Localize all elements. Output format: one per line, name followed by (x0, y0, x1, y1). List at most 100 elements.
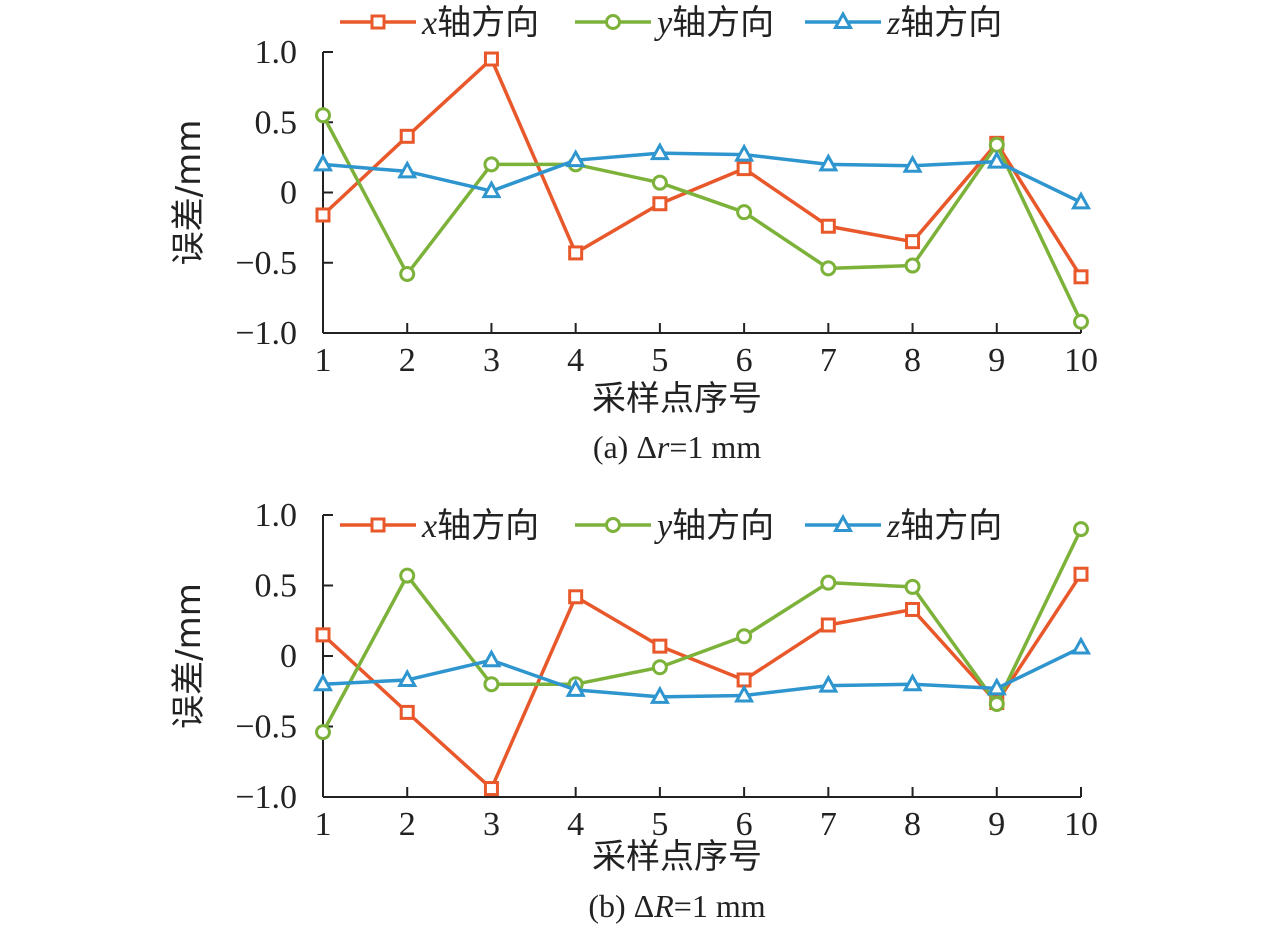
series-y (315, 107, 1089, 330)
legend-marker (832, 513, 854, 532)
data-point-x (568, 589, 584, 605)
legend-label: z轴方向 (886, 506, 1002, 546)
legend-entry-x: x轴方向 (340, 506, 539, 546)
data-point-z (902, 673, 923, 692)
x-tick-label: 2 (399, 342, 416, 379)
data-point-x (820, 617, 836, 633)
x-tick-label: 10 (1064, 342, 1098, 379)
caption-var: R (653, 888, 674, 924)
y-tick-label: −1.0 (235, 779, 297, 816)
y-tick-label: 1.0 (255, 34, 298, 71)
legend-marker (370, 14, 386, 30)
data-point-y (399, 265, 416, 282)
data-point-z (818, 674, 839, 693)
data-point-y (988, 695, 1005, 712)
chart-panel-b: 1.0 0.5 0 −0.5 −1.0 1 2 3 4 5 6 7 8 9 10 采样点序号 误差/mm (b) … (169, 497, 1098, 924)
data-point-y (651, 659, 668, 676)
x-tick-label: 4 (567, 342, 584, 379)
x-tick-label: 10 (1064, 806, 1098, 843)
legend-marker (832, 10, 854, 29)
caption-prefix: (a) Δ (593, 429, 657, 465)
data-point-x (1073, 269, 1089, 285)
x-tick-label: 6 (736, 806, 753, 843)
legend-entry-y: y轴方向 (575, 3, 774, 43)
data-point-x (905, 601, 921, 617)
data-point-y (736, 204, 753, 221)
series-line-z (322, 151, 1082, 204)
data-point-z (565, 149, 586, 168)
data-point-y (399, 567, 416, 584)
data-point-z (1070, 191, 1092, 210)
y-tick-label: −0.5 (235, 709, 297, 746)
legend-entry-y: y轴方向 (575, 506, 774, 546)
y-tick-label: 0.5 (255, 104, 298, 141)
x-axis-title: 采样点序号 (592, 379, 762, 419)
data-point-z (397, 160, 418, 179)
data-point-z (397, 668, 418, 687)
legend-entry-z: z轴方向 (805, 506, 1002, 546)
series-z (312, 142, 1092, 210)
legend-entry-x: x轴方向 (340, 3, 539, 43)
y-tick-label: −1.0 (235, 315, 297, 352)
x-tick-label: 2 (399, 806, 416, 843)
x-tick-label: 9 (988, 806, 1005, 843)
y-tick-label: 0.5 (255, 568, 298, 605)
y-tick-label: 0 (280, 175, 297, 212)
data-point-z (481, 180, 502, 199)
legend-label: x轴方向 (421, 3, 539, 43)
data-point-z (818, 153, 839, 172)
legend-marker (605, 517, 621, 533)
chart-panel-a: 1.0 0.5 0 −0.5 −1.0 1 2 3 4 5 6 7 8 9 10 采样点序号 误差/mm (a) … (169, 3, 1098, 465)
x-tick-label: 1 (315, 806, 332, 843)
data-point-z (902, 154, 923, 173)
data-point-y (315, 107, 331, 124)
caption-suffix: =1 mm (674, 888, 766, 924)
data-point-y (483, 156, 500, 173)
x-tick-label: 3 (483, 806, 500, 843)
data-point-z (986, 677, 1007, 696)
series-line-z (322, 645, 1082, 699)
x-tick-label: 7 (820, 342, 837, 379)
x-tick-label: 1 (315, 342, 332, 379)
chart-caption: (b) ΔR=1 mm (588, 888, 765, 924)
y-axis-title: 误差/mm (169, 120, 209, 266)
x-tick-label: 6 (736, 342, 753, 379)
y-tick-label: 1.0 (255, 497, 298, 534)
y-tick-label: 0 (280, 638, 297, 675)
data-point-x (315, 627, 331, 643)
data-point-x (1073, 566, 1089, 582)
data-point-y (988, 136, 1005, 153)
data-point-x (736, 161, 752, 177)
data-point-y (651, 174, 668, 191)
legend-marker (605, 14, 621, 30)
y-axis-title: 误差/mm (169, 583, 209, 729)
data-point-y (315, 724, 331, 741)
legend: x轴方向 y轴方向 z轴方向 (340, 506, 1002, 546)
data-point-y (904, 578, 921, 595)
data-point-z (734, 143, 755, 162)
data-point-z (481, 649, 502, 668)
data-point-x (736, 672, 752, 688)
series-line-y (321, 114, 1083, 323)
caption-var: r (657, 429, 670, 465)
legend-label: y轴方向 (654, 506, 774, 546)
data-point-x (399, 128, 415, 144)
caption-prefix: (b) Δ (588, 888, 654, 924)
data-point-y (1073, 313, 1089, 330)
data-point-x (399, 704, 415, 720)
x-tick-label: 8 (904, 806, 921, 843)
data-point-y (904, 257, 921, 274)
legend-label: x轴方向 (421, 506, 539, 546)
data-point-x (483, 51, 499, 67)
x-tick-label: 3 (483, 342, 500, 379)
data-point-y (820, 260, 837, 277)
data-point-x (315, 207, 331, 223)
data-point-z (986, 150, 1007, 169)
x-tick-label: 9 (988, 342, 1005, 379)
series-line-x (321, 57, 1083, 278)
data-point-z (649, 142, 670, 161)
series-x (315, 566, 1089, 797)
series-line-x (321, 573, 1083, 791)
series-line-y (321, 528, 1083, 733)
